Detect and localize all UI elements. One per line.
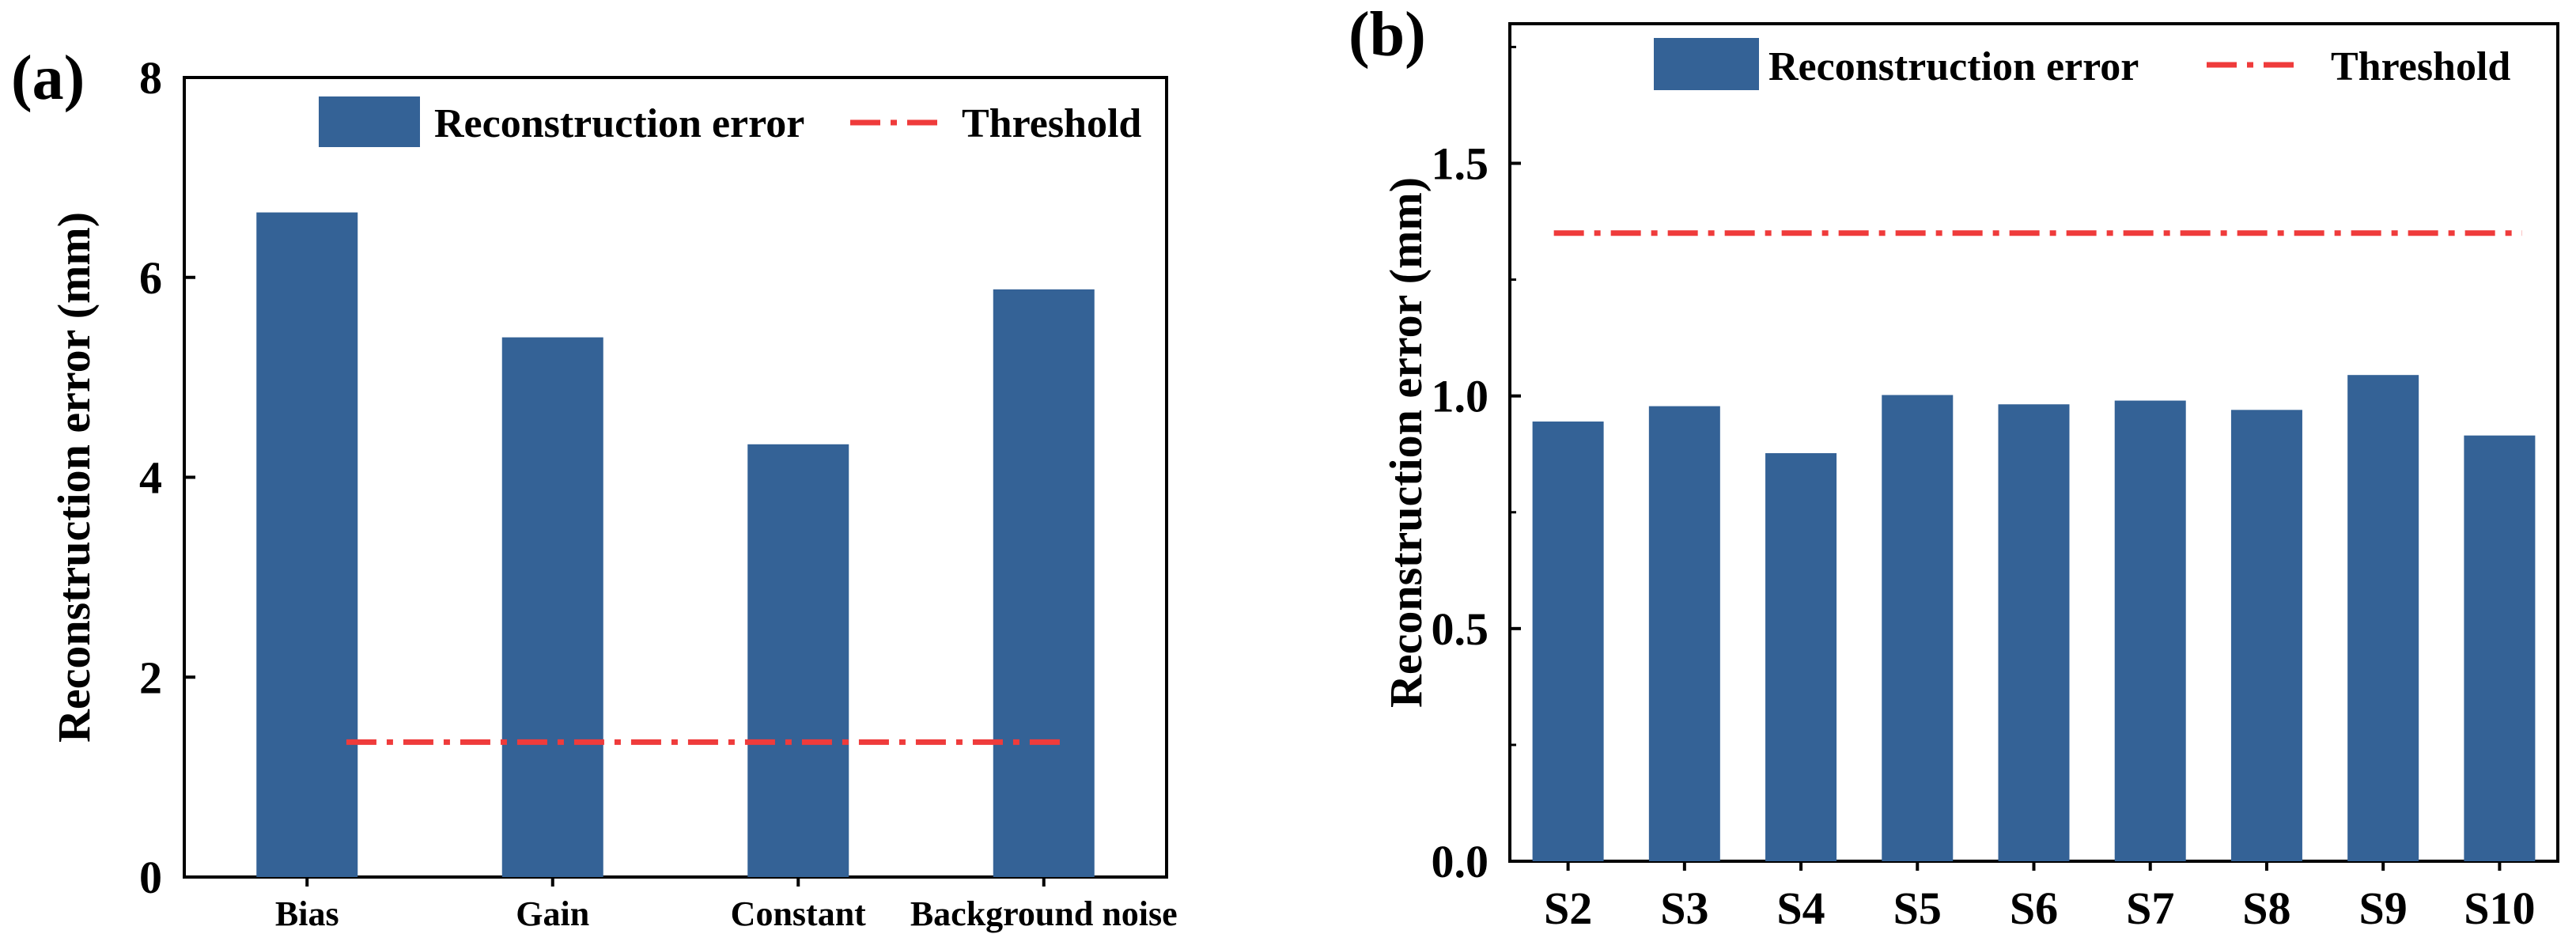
y-tick-label: 0 [139,852,162,903]
bar [1648,406,1720,861]
panel-label: (b) [1349,0,1426,70]
x-tick-label: S3 [1660,883,1708,934]
legend-label-bar: Reconstruction error [434,101,804,146]
y-tick-label: 0.5 [1432,603,1489,655]
bar [1882,395,1954,861]
x-tick-label: Bias [275,894,339,933]
bar [993,289,1095,877]
bar [1998,404,2070,861]
y-tick-label: 1.0 [1432,371,1489,422]
y-tick-label: 8 [139,52,162,104]
y-tick-label: 4 [139,452,162,504]
y-tick-label: 6 [139,252,162,304]
legend-bar-swatch [1654,38,1759,90]
x-tick-label: S7 [2126,883,2174,934]
panel-a: 0 2 4 6 8 Bias Gain Constant Background noise Rec… [11,43,1178,933]
x-tick-label: S6 [2010,883,2058,934]
legend: Reconstruction error Threshold [319,96,1141,147]
panel-b: 0.0 0.5 1.0 1.5 S2 S3 S4 S5 S6 S7 S8 S9 S10 Reconstru… [1349,0,2559,934]
bar [2347,375,2419,862]
x-tick-label: S8 [2242,883,2290,934]
bar [2114,400,2186,861]
x-tick-label: S10 [2464,883,2535,934]
bar [501,337,603,877]
legend-label-threshold: Threshold [2331,44,2510,89]
legend: Reconstruction error Threshold [1654,38,2510,90]
bar [1532,422,1604,861]
y-tick-label: 0.0 [1432,836,1489,887]
bar [2230,410,2302,861]
legend-label-bar: Reconstruction error [1768,44,2139,89]
x-tick-label: S9 [2359,883,2408,934]
y-tick-label: 1.5 [1432,138,1489,190]
legend-label-threshold: Threshold [962,101,1141,146]
x-tick-label: S2 [1544,883,1592,934]
legend-bar-swatch [319,96,420,147]
bar [2464,435,2536,861]
x-tick-label: S5 [1893,883,1942,934]
y-tick-label: 2 [139,652,162,703]
bar [256,212,358,877]
x-tick-label: Gain [516,894,589,933]
x-tick-label: Background noise [910,894,1178,933]
x-tick-label: Constant [731,894,866,933]
y-axis-title: Reconstruction error (mm) [48,212,100,743]
y-axis-title: Reconstruction error (mm) [1380,177,1432,708]
x-tick-label: S4 [1776,883,1825,934]
bar [747,444,849,877]
panel-label: (a) [11,43,85,113]
bar [1765,453,1837,861]
